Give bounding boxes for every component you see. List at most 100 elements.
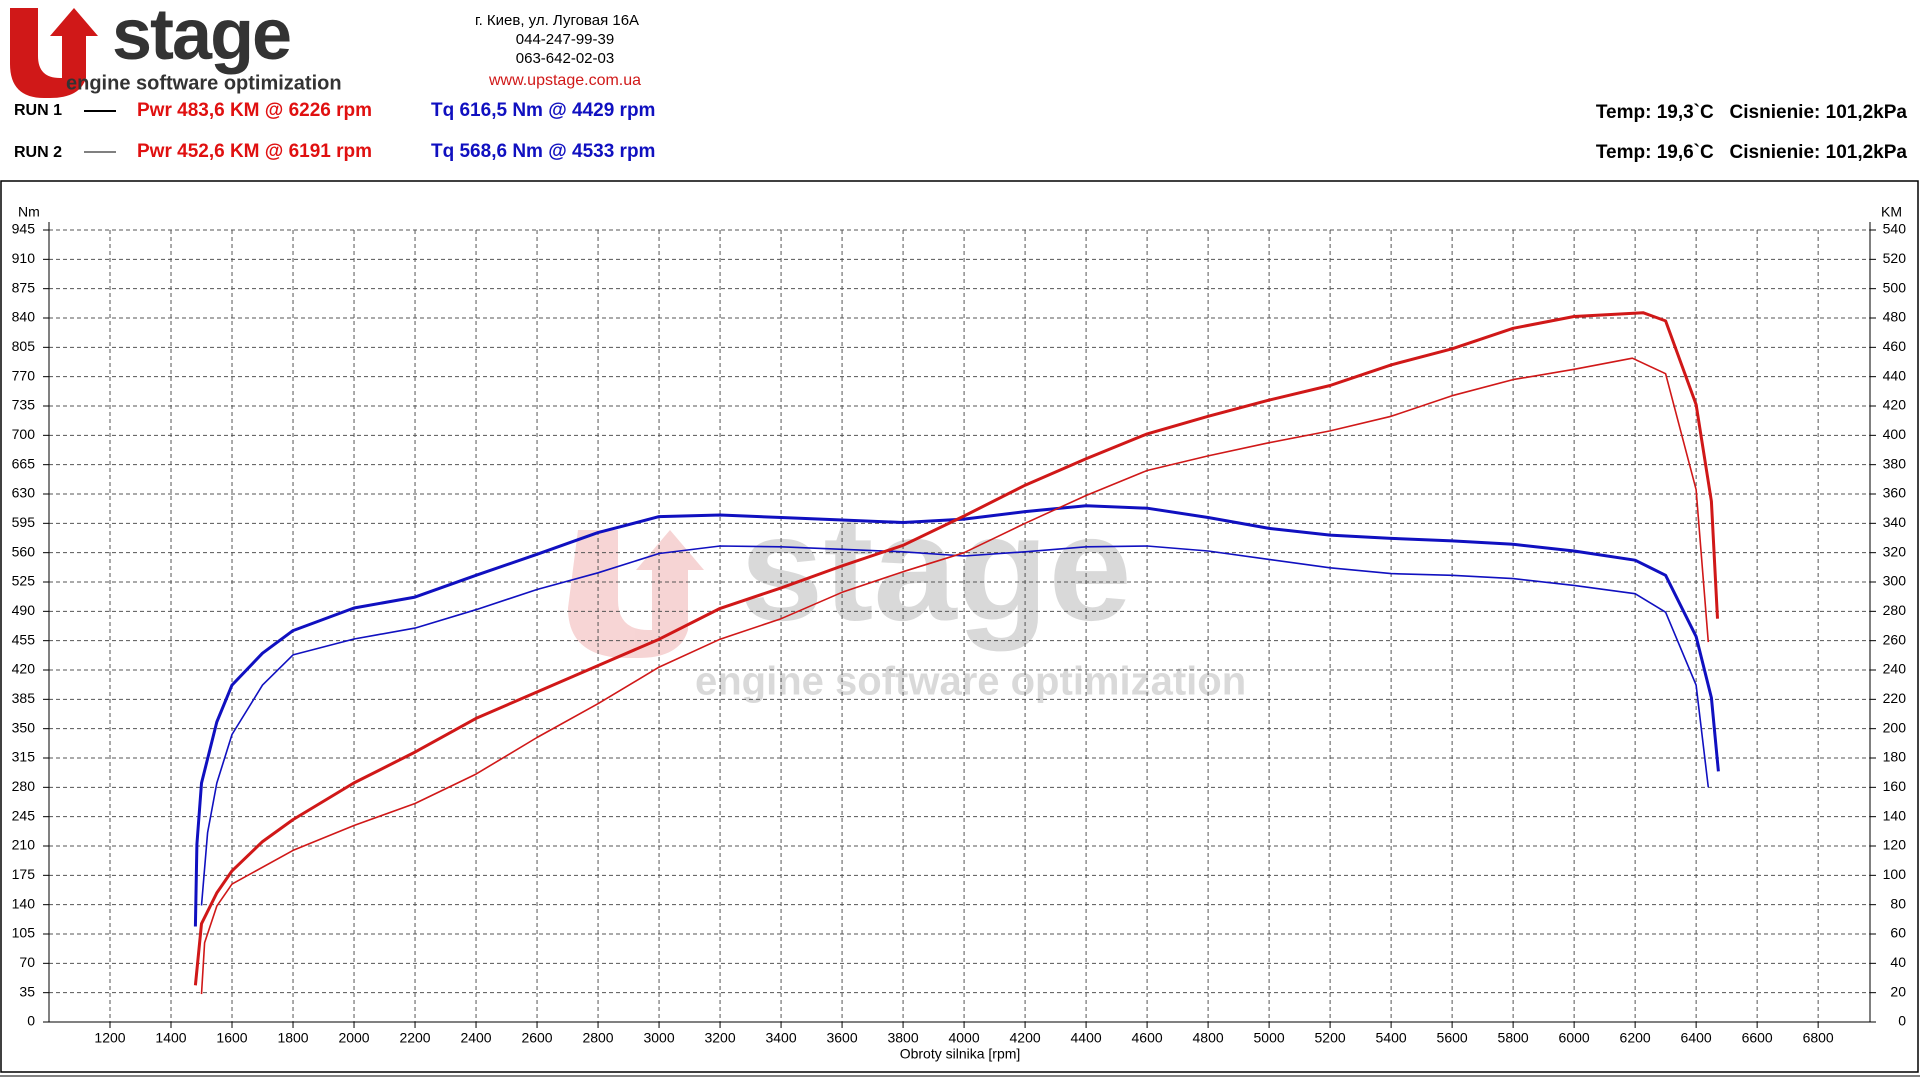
x-tick-label: 2400 — [460, 1030, 491, 1046]
x-tick-label: 5600 — [1437, 1030, 1468, 1046]
x-tick-label: 1400 — [155, 1030, 186, 1046]
x-tick-label: 4600 — [1132, 1030, 1163, 1046]
series-line — [193, 504, 1720, 927]
y-tick-label: 350 — [12, 719, 36, 735]
y2-tick-label: 160 — [1883, 778, 1907, 794]
y-tick-label: 315 — [12, 749, 36, 765]
x-tick-label: 1800 — [277, 1030, 308, 1046]
y-tick-label: 805 — [12, 338, 36, 354]
watermark-text: stage — [740, 484, 1132, 652]
series-line — [193, 311, 1719, 986]
x-tick-label: 6600 — [1742, 1030, 1773, 1046]
y2-tick-label: 460 — [1883, 338, 1907, 354]
y2-tick-label: 40 — [1890, 954, 1906, 970]
x-tick-label: 2800 — [582, 1030, 613, 1046]
logo-slogan: engine software optimization — [66, 72, 342, 94]
y-tick-label: 910 — [12, 250, 36, 266]
phone: 063-642-02-03 — [516, 50, 614, 67]
x-tick-label: 4400 — [1071, 1030, 1102, 1046]
x-tick-label: 6000 — [1559, 1030, 1590, 1046]
logo-text: stage — [112, 0, 290, 75]
run-conditions: Temp: 19,6`C Cisnienie: 101,2kPa — [1596, 142, 1908, 163]
run-power: Pwr 483,6 KM @ 6226 rpm — [137, 100, 372, 121]
y2-tick-label: 200 — [1883, 719, 1907, 735]
logo-mark — [10, 8, 98, 98]
y2-tick-label: 120 — [1883, 837, 1907, 853]
y-tick-label: 210 — [12, 837, 36, 853]
y-tick-label: 700 — [12, 426, 36, 442]
y-tick-label: 770 — [12, 367, 36, 383]
address: г. Киев, ул. Луговая 16А — [475, 12, 639, 29]
x-tick-label: 3000 — [643, 1030, 674, 1046]
x-tick-label: 1600 — [216, 1030, 247, 1046]
y2-tick-label: 320 — [1883, 543, 1907, 559]
y2-tick-label: 420 — [1883, 397, 1907, 413]
y2-tick-label: 260 — [1883, 631, 1907, 647]
x-tick-label: 2600 — [521, 1030, 552, 1046]
y-tick-label: 245 — [12, 807, 36, 823]
y2-tick-label: 240 — [1883, 661, 1907, 677]
run-power: Pwr 452,6 KM @ 6191 rpm — [137, 141, 372, 162]
series-line — [200, 545, 1710, 906]
y-tick-label: 385 — [12, 690, 36, 706]
y2-tick-label: 280 — [1883, 602, 1907, 618]
y-tick-label: 280 — [12, 778, 36, 794]
x-tick-label: 5800 — [1498, 1030, 1529, 1046]
x-tick-label: 5200 — [1315, 1030, 1346, 1046]
y2-tick-label: 140 — [1883, 807, 1907, 823]
chart-frame — [0, 180, 1919, 1073]
x-tick-label: 4800 — [1193, 1030, 1224, 1046]
y2-tick-label: 360 — [1883, 485, 1907, 501]
y-tick-label: 490 — [12, 602, 36, 618]
y-tick-label: 595 — [12, 514, 36, 530]
run-label: RUN 1 — [14, 102, 62, 119]
x-tick-label: 3800 — [887, 1030, 918, 1046]
y2-axis-label: KM — [1881, 204, 1902, 220]
y-tick-label: 560 — [12, 543, 36, 559]
y-axis-label: Nm — [18, 204, 40, 220]
y-tick-label: 525 — [12, 573, 36, 589]
y-tick-label: 945 — [12, 221, 36, 237]
x-tick-label: 3400 — [765, 1030, 796, 1046]
y2-tick-label: 500 — [1883, 279, 1907, 295]
y2-tick-label: 0 — [1898, 1013, 1906, 1029]
y2-tick-label: 80 — [1890, 895, 1906, 911]
x-tick-label: 3600 — [826, 1030, 857, 1046]
y2-tick-label: 380 — [1883, 455, 1907, 471]
x-tick-label: 6800 — [1803, 1030, 1834, 1046]
x-tick-label: 1200 — [94, 1030, 125, 1046]
run-torque: Tq 616,5 Nm @ 4429 rpm — [431, 100, 655, 121]
x-axis-label: Obroty silnika [rpm] — [900, 1046, 1021, 1062]
watermark-slogan: engine software optimization — [695, 660, 1246, 704]
y-tick-label: 35 — [19, 983, 35, 999]
y-tick-label: 140 — [12, 895, 36, 911]
y-tick-label: 70 — [19, 954, 35, 970]
watermark: stage engine software optimization — [568, 484, 1246, 704]
y2-tick-label: 20 — [1890, 983, 1906, 999]
y2-tick-label: 480 — [1883, 309, 1907, 325]
y-tick-label: 420 — [12, 661, 36, 677]
y2-tick-label: 340 — [1883, 514, 1907, 530]
y-tick-label: 0 — [27, 1013, 35, 1029]
y-tick-label: 665 — [12, 455, 36, 471]
y-tick-label: 735 — [12, 397, 36, 413]
x-tick-label: 6400 — [1681, 1030, 1712, 1046]
y-tick-label: 175 — [12, 866, 36, 882]
x-tick-label: 2000 — [338, 1030, 369, 1046]
y2-tick-label: 300 — [1883, 573, 1907, 589]
y2-tick-label: 100 — [1883, 866, 1907, 882]
x-tick-label: 3200 — [704, 1030, 735, 1046]
y2-tick-label: 180 — [1883, 749, 1907, 765]
x-tick-label: 2200 — [399, 1030, 430, 1046]
y-tick-label: 875 — [12, 279, 36, 295]
y2-tick-label: 220 — [1883, 690, 1907, 706]
y2-tick-label: 520 — [1883, 250, 1907, 266]
x-tick-label: 4000 — [948, 1030, 979, 1046]
run-torque: Tq 568,6 Nm @ 4533 rpm — [431, 141, 655, 162]
y2-tick-label: 60 — [1890, 925, 1906, 941]
y2-tick-label: 540 — [1883, 221, 1907, 237]
y-tick-label: 455 — [12, 631, 36, 647]
x-tick-label: 6200 — [1620, 1030, 1651, 1046]
x-tick-label: 4200 — [1010, 1030, 1041, 1046]
